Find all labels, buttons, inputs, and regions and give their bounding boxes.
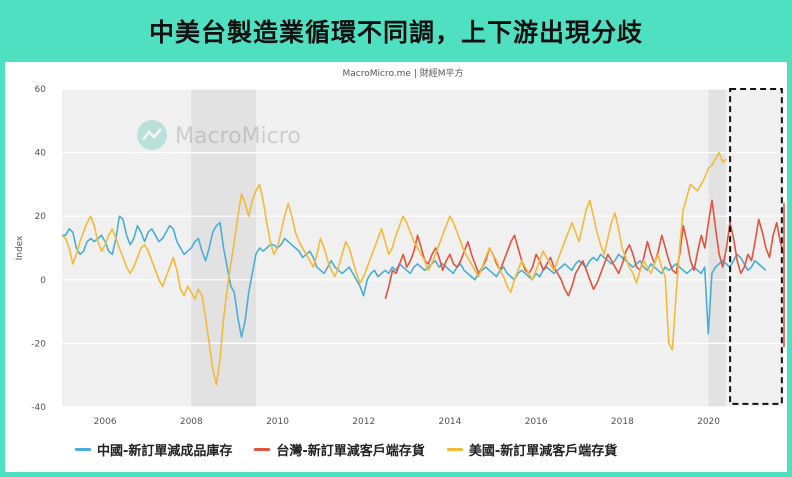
watermark-text: MacroMicro bbox=[175, 124, 301, 149]
plot-area bbox=[62, 89, 784, 407]
x-tick-label: 2008 bbox=[180, 417, 203, 427]
legend-swatch-us bbox=[446, 447, 463, 451]
series-line-2 bbox=[61, 151, 727, 386]
x-tick-label: 2012 bbox=[352, 417, 375, 427]
shaded-period-1 bbox=[708, 89, 726, 407]
legend-swatch-taiwan bbox=[254, 447, 271, 451]
x-tick-label: 2006 bbox=[94, 417, 117, 427]
y-tick-label: 0 bbox=[40, 276, 46, 286]
x-tick-label: 2020 bbox=[697, 417, 720, 427]
legend-label-china: 中國-新訂單減成品庫存 bbox=[97, 443, 233, 459]
legend-item-us: 美國-新訂單減客戶端存貨 bbox=[446, 440, 618, 459]
y-tick-label: 40 bbox=[35, 149, 47, 159]
y-tick-label: 60 bbox=[35, 85, 47, 95]
y-tick-label: 20 bbox=[35, 212, 47, 222]
watermark-logo: MacroMicro bbox=[137, 120, 301, 150]
x-tick-label: 2018 bbox=[611, 417, 634, 427]
source-caption: MacroMicro.me | 財經M平方 bbox=[343, 67, 464, 79]
x-tick-label: 2016 bbox=[525, 417, 548, 427]
legend-item-taiwan: 台灣-新訂單減客戶端存貨 bbox=[254, 440, 425, 459]
x-tick-label: 2010 bbox=[266, 417, 289, 427]
chart-legend: 中國-新訂單減成品庫存 台灣-新訂單減客戶端存貨 美國-新訂單減客戶端存貨 bbox=[75, 438, 617, 460]
watermark-icon-line bbox=[142, 128, 162, 141]
legend-item-china: 中國-新訂單減成品庫存 bbox=[75, 440, 232, 459]
y-axis-label: Index bbox=[15, 235, 25, 260]
header-banner: 中美台製造業循環不同調，上下游出現分歧 bbox=[0, 0, 792, 62]
watermark-icon bbox=[137, 120, 167, 150]
y-tick-label: -40 bbox=[31, 403, 46, 413]
y-tick-label: -20 bbox=[31, 339, 46, 349]
legend-label-us: 美國-新訂單減客戶端存貨 bbox=[468, 443, 618, 459]
page-title: 中美台製造業循環不同調，上下游出現分歧 bbox=[148, 18, 643, 47]
legend-swatch-china bbox=[75, 447, 91, 451]
x-tick-label: 2014 bbox=[438, 417, 461, 427]
legend-label-taiwan: 台灣-新訂單減客戶端存貨 bbox=[276, 443, 425, 459]
highlight-box bbox=[729, 88, 783, 405]
